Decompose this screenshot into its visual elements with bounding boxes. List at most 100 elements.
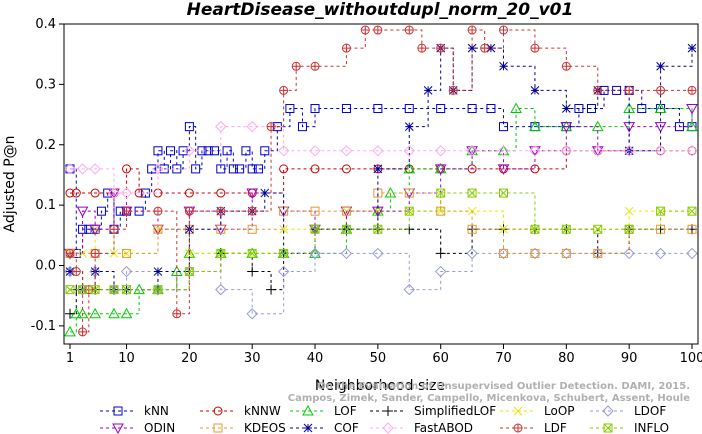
data-point bbox=[592, 145, 604, 157]
data-point bbox=[624, 206, 634, 216]
data-point bbox=[241, 146, 251, 156]
y-tick-label: 0.4 bbox=[35, 17, 56, 32]
data-point bbox=[178, 146, 188, 156]
series-ldof bbox=[64, 247, 698, 320]
data-point bbox=[373, 25, 383, 35]
series-layer bbox=[64, 25, 698, 337]
x-tick-label: 20 bbox=[181, 351, 198, 366]
data-point bbox=[656, 206, 666, 216]
data-point bbox=[64, 163, 76, 175]
x-tick-label: 1 bbox=[66, 351, 74, 366]
series-lof bbox=[64, 102, 698, 337]
data-point bbox=[529, 145, 541, 157]
series-line-kdeos bbox=[70, 192, 692, 254]
data-point bbox=[687, 206, 697, 216]
data-point bbox=[71, 267, 81, 277]
data-point bbox=[90, 248, 100, 258]
data-point bbox=[76, 307, 89, 319]
y-axis: -0.1 0.0 0.1 0.2 0.3 0.4 bbox=[31, 17, 64, 334]
data-point bbox=[423, 86, 433, 95]
data-point bbox=[153, 267, 163, 276]
data-point bbox=[89, 307, 101, 319]
legend-item-lof: LOF bbox=[290, 404, 357, 418]
data-point bbox=[216, 224, 226, 234]
x-tick-label: 90 bbox=[621, 351, 638, 366]
series-kdeos bbox=[65, 188, 697, 258]
data-point bbox=[499, 248, 509, 258]
legend: kNN kNNW LOF SimplifiedLOF LoOP LDOF ODIN KDEOS… bbox=[100, 404, 669, 434]
data-point bbox=[89, 163, 101, 175]
data-point bbox=[340, 145, 353, 157]
series-line-fastabod bbox=[70, 126, 692, 194]
data-point bbox=[191, 164, 201, 174]
legend-item-kdeos: KDEOS bbox=[200, 421, 286, 434]
data-point bbox=[153, 224, 163, 234]
data-point bbox=[372, 247, 384, 260]
data-point bbox=[120, 265, 133, 278]
data-point bbox=[172, 309, 182, 319]
data-point bbox=[309, 145, 321, 157]
data-point bbox=[530, 43, 540, 53]
data-point bbox=[122, 248, 132, 258]
legend-label: INFLO bbox=[634, 421, 669, 434]
data-point bbox=[70, 307, 83, 319]
data-point bbox=[382, 422, 394, 434]
data-point bbox=[90, 188, 100, 198]
data-point bbox=[76, 283, 89, 296]
series-line-ldof bbox=[70, 252, 692, 315]
legend-label: LDOF bbox=[634, 404, 666, 418]
data-point bbox=[592, 247, 604, 260]
watermark-line-1: On the Evaluation of Unsupervised Outlie… bbox=[317, 381, 690, 392]
series-line-ldf bbox=[70, 29, 692, 333]
data-point bbox=[65, 285, 75, 295]
data-point bbox=[310, 61, 320, 71]
data-point bbox=[247, 248, 257, 258]
data-point bbox=[122, 285, 132, 295]
data-point bbox=[153, 285, 163, 295]
data-point bbox=[466, 146, 478, 157]
data-point bbox=[184, 122, 194, 132]
data-point bbox=[96, 206, 106, 216]
data-point bbox=[530, 248, 540, 258]
data-point bbox=[112, 423, 124, 434]
data-point bbox=[467, 43, 477, 53]
data-point bbox=[78, 327, 88, 337]
data-point bbox=[302, 404, 314, 416]
data-point bbox=[184, 267, 194, 277]
data-point bbox=[499, 61, 508, 71]
chart-title: HeartDisease_withoutdupl_norm_20_v01 bbox=[187, 0, 574, 20]
data-point bbox=[687, 43, 697, 53]
legend-item-cof: COF bbox=[290, 421, 359, 434]
data-point bbox=[480, 43, 490, 53]
data-point bbox=[372, 145, 384, 157]
data-point bbox=[466, 145, 478, 157]
data-point bbox=[529, 120, 541, 132]
data-point bbox=[266, 122, 276, 132]
data-point bbox=[213, 406, 223, 416]
y-tick-label: -0.1 bbox=[31, 319, 56, 334]
data-point bbox=[602, 405, 614, 417]
data-point bbox=[310, 224, 320, 234]
x-tick-label: 30 bbox=[244, 351, 261, 366]
data-point bbox=[499, 25, 509, 35]
data-point bbox=[310, 206, 320, 216]
legend-item-knnw: kNNW bbox=[200, 404, 281, 418]
x-tick-label: 80 bbox=[558, 351, 575, 366]
data-point bbox=[108, 307, 120, 319]
data-point bbox=[228, 164, 238, 174]
data-point bbox=[623, 247, 635, 260]
data-point bbox=[215, 120, 227, 133]
series-line-knnw bbox=[70, 150, 692, 194]
data-point bbox=[246, 188, 259, 200]
series-ldf bbox=[65, 25, 697, 337]
data-point bbox=[497, 247, 510, 260]
data-point bbox=[170, 265, 183, 277]
data-point bbox=[654, 122, 667, 133]
data-point bbox=[434, 164, 447, 175]
legend-label: LOF bbox=[334, 404, 357, 418]
series-fastabod bbox=[64, 120, 698, 199]
data-point bbox=[309, 247, 321, 260]
data-point bbox=[247, 164, 257, 174]
data-point bbox=[486, 43, 496, 53]
